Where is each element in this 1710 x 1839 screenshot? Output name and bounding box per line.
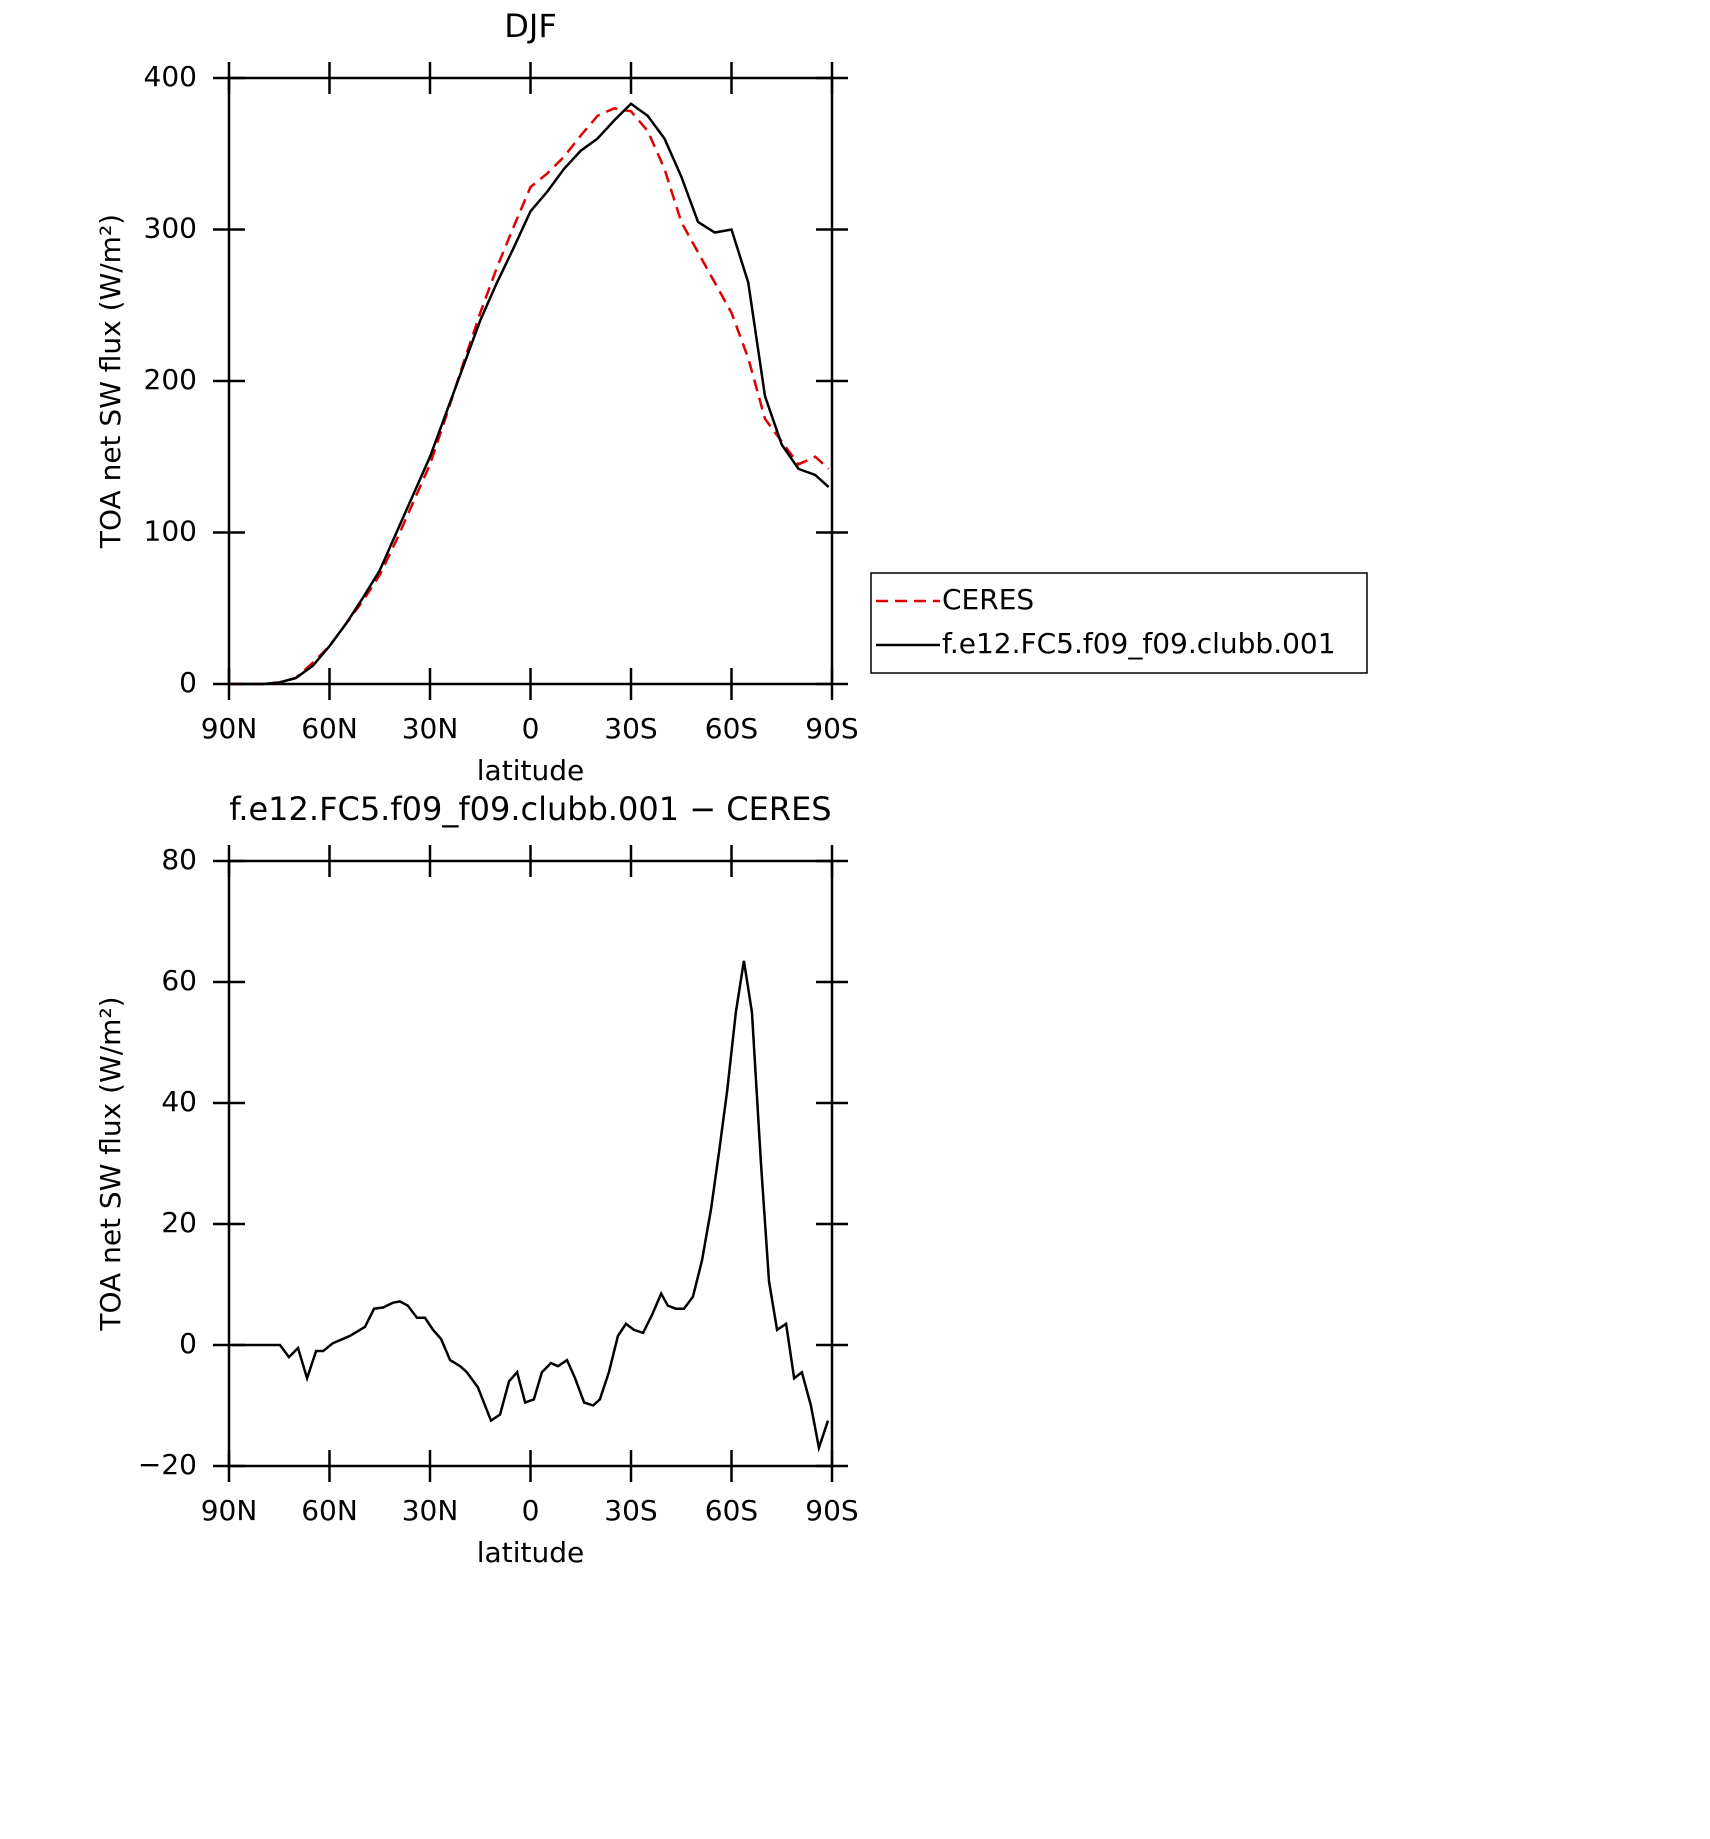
x-tick-label: 0 bbox=[522, 1494, 540, 1527]
data-line bbox=[232, 107, 830, 686]
legend-label: f.e12.FC5.f09_f09.clubb.001 bbox=[942, 627, 1336, 660]
y-tick-label: 100 bbox=[144, 515, 197, 548]
plot-frame bbox=[227, 76, 834, 686]
data-line bbox=[232, 102, 830, 686]
y-tick-label: 80 bbox=[161, 843, 197, 876]
x-axis-label: latitude bbox=[477, 754, 584, 787]
x-tick-label: 60S bbox=[705, 712, 758, 745]
x-tick-label: 90S bbox=[805, 712, 858, 745]
x-tick-label: 90N bbox=[201, 1494, 258, 1527]
y-axis-label: TOA net SW flux (W/m²) bbox=[94, 214, 127, 549]
y-tick-label: 60 bbox=[161, 964, 197, 997]
data-line bbox=[232, 960, 830, 1453]
x-tick-label: 60N bbox=[301, 712, 358, 745]
x-tick-label: 60S bbox=[705, 1494, 758, 1527]
y-tick-label: −20 bbox=[138, 1448, 197, 1481]
chart-title: f.e12.FC5.f09_f09.clubb.001 − CERES bbox=[229, 790, 831, 828]
y-tick-label: 200 bbox=[144, 363, 197, 396]
x-tick-label: 90S bbox=[805, 1494, 858, 1527]
y-tick-label: 20 bbox=[161, 1206, 197, 1239]
plot-frame bbox=[227, 859, 834, 1468]
chart-title: DJF bbox=[504, 7, 556, 45]
y-tick-label: 0 bbox=[179, 1327, 197, 1360]
y-tick-label: 40 bbox=[161, 1085, 197, 1118]
x-tick-label: 90N bbox=[201, 712, 258, 745]
x-tick-label: 60N bbox=[301, 1494, 358, 1527]
y-tick-label: 0 bbox=[179, 666, 197, 699]
x-tick-label: 30S bbox=[604, 1494, 657, 1527]
x-tick-label: 0 bbox=[522, 712, 540, 745]
x-tick-label: 30S bbox=[604, 712, 657, 745]
legend-box bbox=[870, 572, 1368, 674]
x-tick-label: 30N bbox=[402, 712, 459, 745]
x-tick-label: 30N bbox=[402, 1494, 459, 1527]
legend-label: CERES bbox=[942, 583, 1034, 616]
y-axis-label: TOA net SW flux (W/m²) bbox=[94, 996, 127, 1331]
y-tick-label: 300 bbox=[144, 212, 197, 245]
y-tick-label: 400 bbox=[144, 60, 197, 93]
x-axis-label: latitude bbox=[477, 1536, 584, 1569]
